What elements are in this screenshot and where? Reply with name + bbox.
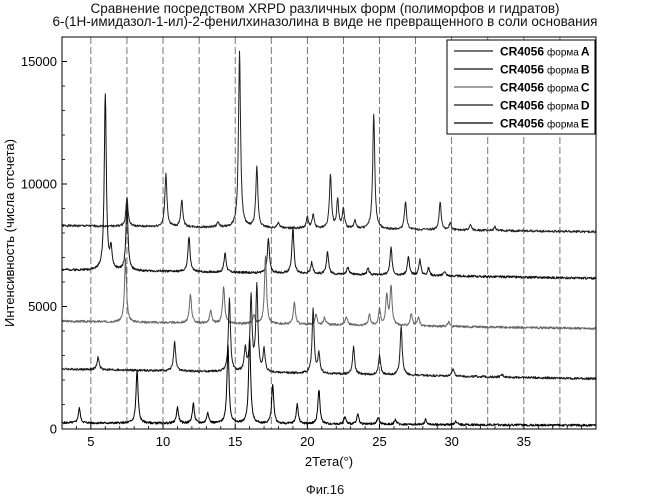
- series-line-form-d: [62, 283, 596, 380]
- x-tick-label: 15: [228, 434, 242, 449]
- legend: CR4056формаACR4056формаBCR4056формаCCR40…: [447, 40, 595, 134]
- x-axis: 5 10 15 20 25 30 35: [62, 424, 582, 449]
- y-tick-label: 5000: [28, 299, 57, 314]
- x-tick-label: 25: [372, 434, 386, 449]
- x-tick-label: 5: [87, 434, 94, 449]
- y-axis-label: Интенсивность (числа отсчета): [2, 139, 17, 327]
- y-axis: 0 5000 10000 15000: [21, 54, 67, 437]
- x-tick-label: 10: [156, 434, 170, 449]
- y-tick-label: 10000: [21, 177, 57, 192]
- x-tick-label: 35: [517, 434, 531, 449]
- x-tick-label: 20: [300, 434, 314, 449]
- y-tick-label: 0: [50, 422, 57, 437]
- y-tick-label: 15000: [21, 54, 57, 69]
- figure-caption: Фиг.16: [0, 482, 650, 497]
- series-line-form-e: [62, 337, 596, 426]
- x-axis-label: 2Тета(°): [305, 454, 353, 469]
- x-tick-label: 30: [444, 434, 458, 449]
